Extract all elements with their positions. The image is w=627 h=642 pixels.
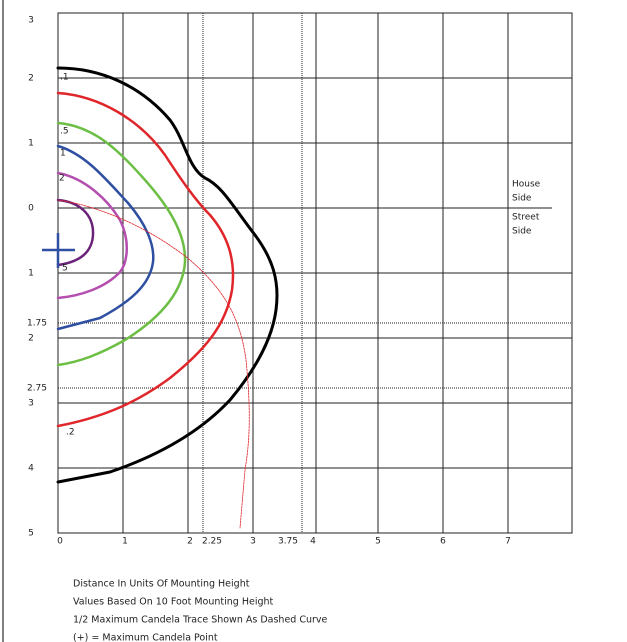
note: Distance In Units Of Mounting Height	[73, 579, 250, 590]
contour-curve	[56, 91, 235, 428]
note: Values Based On 10 Foot Mounting Height	[73, 597, 274, 608]
y-tick-label: 2	[28, 74, 34, 84]
contour-curve	[56, 198, 95, 267]
curve-label: 1	[60, 149, 66, 159]
curve-label: 5	[62, 264, 68, 274]
y-tick-label: 3	[28, 16, 34, 26]
curve-label: .2	[66, 428, 75, 438]
x-tick-label: 6	[440, 537, 446, 547]
y-tick-label: 1.75	[27, 319, 47, 329]
curves	[42, 66, 279, 529]
y-tick-label: 0	[28, 204, 34, 214]
side-labels: House Side Street Side	[512, 180, 541, 237]
side-label: Side	[512, 227, 532, 237]
y-tick-label: 5	[28, 529, 34, 539]
y-tick-label: 4	[28, 464, 34, 474]
y-tick-label: 3	[28, 399, 34, 409]
x-tick-label: 2	[187, 537, 193, 547]
x-tick-label: 2.25	[202, 537, 222, 547]
side-label: Street	[512, 213, 540, 223]
x-labels: 0 1 2 2.25 3 3.75 4 5 6 7	[57, 537, 511, 547]
contour-curve	[56, 121, 187, 367]
x-tick-label: 3.75	[278, 537, 298, 547]
curve-label: .1	[60, 73, 69, 83]
x-tick-label: 7	[505, 537, 511, 547]
y-tick-label: 2	[28, 334, 34, 344]
x-tick-label: 0	[57, 537, 63, 547]
contour-curve	[56, 66, 279, 484]
contour-curve	[56, 171, 128, 300]
side-label: Side	[512, 194, 532, 204]
x-tick-label: 4	[310, 537, 316, 547]
y-tick-label: 1	[28, 269, 34, 279]
y-tick-label: 1	[28, 139, 34, 149]
note: (+) = Maximum Candela Point	[73, 633, 218, 642]
half-candela-trace	[57, 199, 250, 529]
contour-curve	[56, 144, 155, 331]
curve-labels: .1 .5 1 2 5 .2	[59, 73, 75, 438]
x-tick-label: 1	[122, 537, 128, 547]
x-tick-label: 3	[250, 537, 256, 547]
notes: Distance In Units Of Mounting Height Val…	[73, 579, 328, 642]
note: 1/2 Maximum Candela Trace Shown As Dashe…	[73, 615, 328, 626]
side-label: House	[512, 180, 541, 190]
max-candela-point	[42, 233, 75, 268]
y-labels: 3 2 1 0 1 1.75 2 2.75 3 4 5	[27, 16, 47, 539]
grid	[57, 12, 573, 534]
y-tick-label: 2.75	[27, 384, 47, 394]
curve-label: 2	[59, 174, 65, 184]
curve-label: .5	[60, 127, 69, 137]
x-tick-label: 5	[375, 537, 381, 547]
